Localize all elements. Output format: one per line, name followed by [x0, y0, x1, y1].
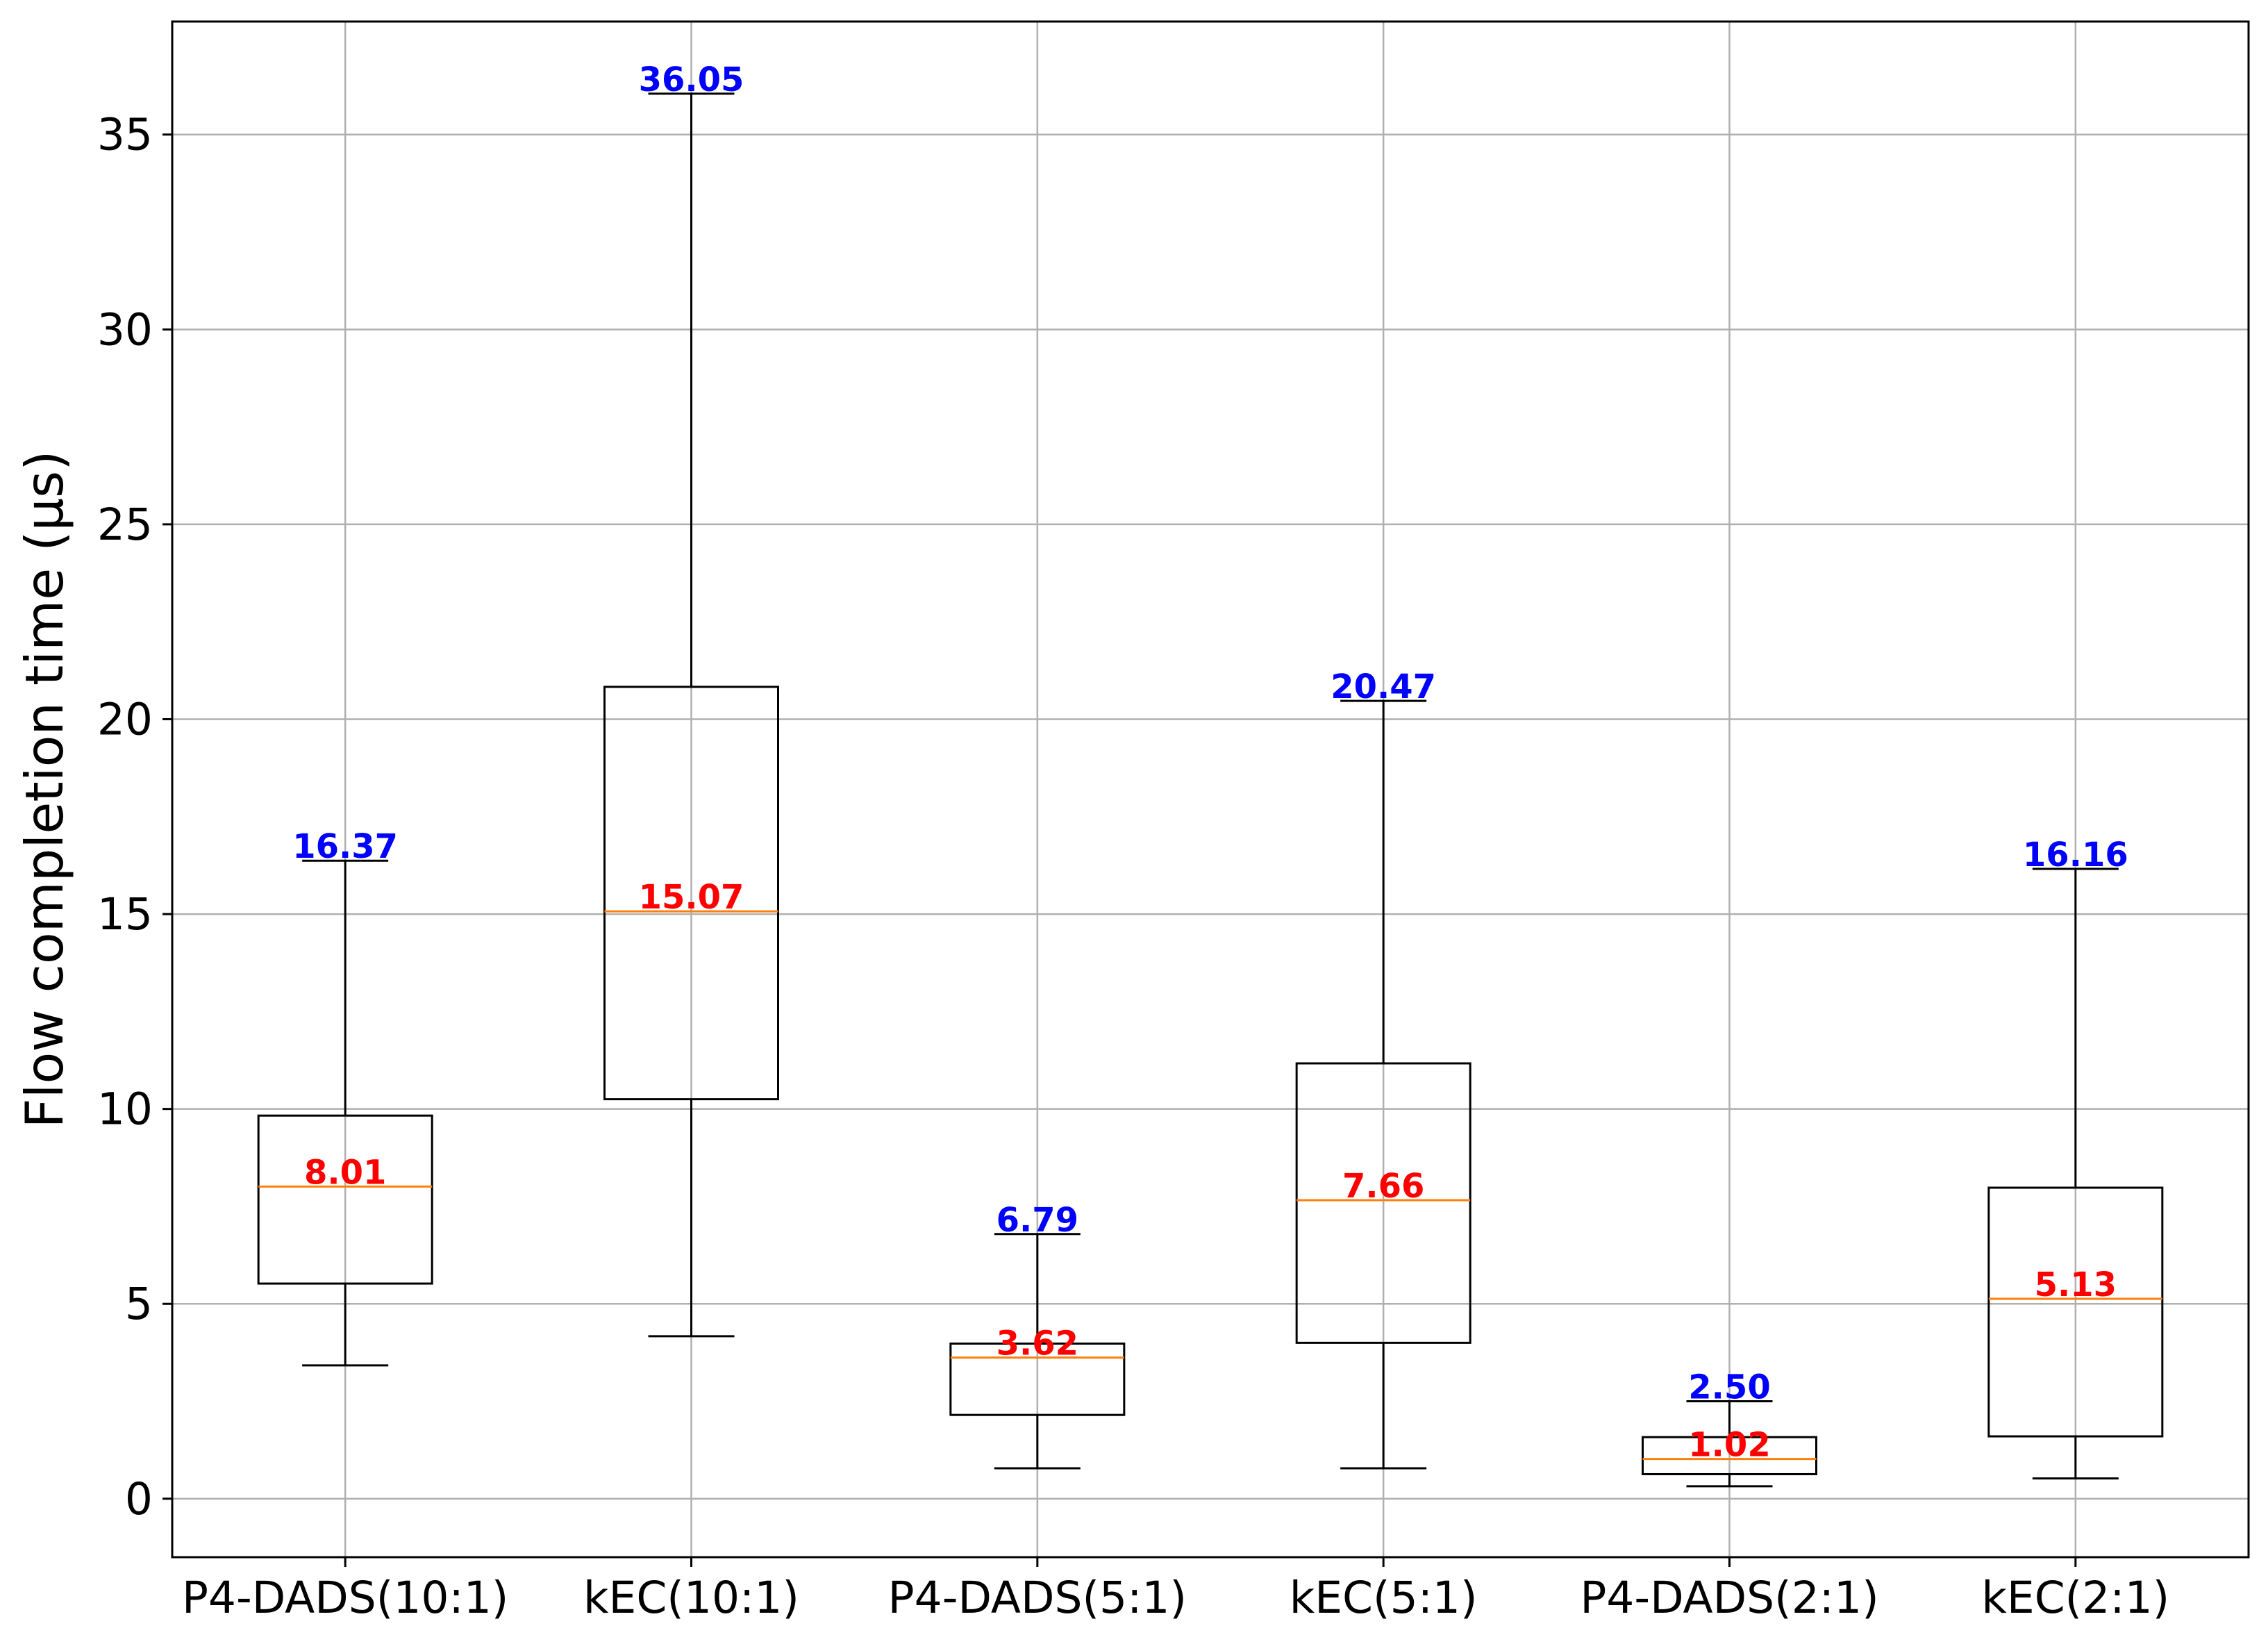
median-label: 1.02	[1688, 1426, 1770, 1465]
y-tick-label: 30	[97, 304, 153, 355]
y-tick-label: 35	[97, 110, 153, 160]
iqr-box	[1642, 1436, 1817, 1475]
box-kEC(2:1)	[1987, 867, 2164, 1480]
max-label: 6.79	[997, 1201, 1078, 1240]
max-label: 2.50	[1688, 1368, 1770, 1407]
x-tick-label: kEC(2:1)	[1981, 1572, 2169, 1623]
y-tick-label: 15	[97, 889, 153, 940]
y-tick-label: 0	[125, 1474, 153, 1525]
iqr-box	[603, 686, 779, 1101]
y-tick-label: 25	[97, 499, 153, 550]
iqr-box	[1987, 1186, 2164, 1438]
box-kEC(10:1)	[603, 92, 779, 1338]
y-tick-label: 20	[97, 694, 153, 745]
x-tick-label: P4-DADS(5:1)	[888, 1572, 1187, 1623]
x-tick-label: kEC(10:1)	[583, 1572, 799, 1623]
median-label: 8.01	[304, 1153, 386, 1192]
x-tick-label: P4-DADS(2:1)	[1580, 1572, 1878, 1623]
y-axis-label: Flow completion time (μs)	[14, 451, 75, 1129]
box-P4-DADS(10:1)	[257, 859, 433, 1367]
max-label: 20.47	[1331, 667, 1436, 706]
iqr-box	[257, 1114, 433, 1285]
y-tick-label: 5	[125, 1279, 153, 1329]
iqr-box	[1295, 1062, 1471, 1344]
box-kEC(5:1)	[1295, 699, 1471, 1470]
boxes	[257, 92, 2164, 1488]
grid	[172, 22, 2249, 1557]
median-label: 7.66	[1342, 1167, 1424, 1206]
x-tick-label: kEC(5:1)	[1290, 1572, 1478, 1623]
max-label: 16.16	[2023, 836, 2128, 874]
iqr-box	[949, 1342, 1126, 1416]
median-label: 5.13	[2035, 1265, 2117, 1304]
x-tick-label: P4-DADS(10:1)	[182, 1572, 508, 1623]
max-label: 36.05	[639, 60, 744, 99]
y-axis-ticks: 0 5 10 15 20 25 30 35	[97, 110, 172, 1525]
y-tick-label: 10	[97, 1084, 153, 1135]
median-label: 3.62	[997, 1325, 1078, 1363]
plot-frame	[171, 20, 2250, 1559]
median-label: 15.07	[639, 878, 744, 917]
box-P4-DADS(2:1)	[1642, 1400, 1817, 1488]
max-label: 16.37	[292, 827, 398, 866]
value-labels: 8.01 16.37 15.07 36.05 3.62 6.79 7.66 20.47 1.02…	[292, 60, 2128, 1465]
x-axis-ticks: P4-DADS(10:1) kEC(10:1) P4-DADS(5:1) kEC(5:…	[182, 1557, 2169, 1623]
box-P4-DADS(5:1)	[949, 1233, 1126, 1470]
